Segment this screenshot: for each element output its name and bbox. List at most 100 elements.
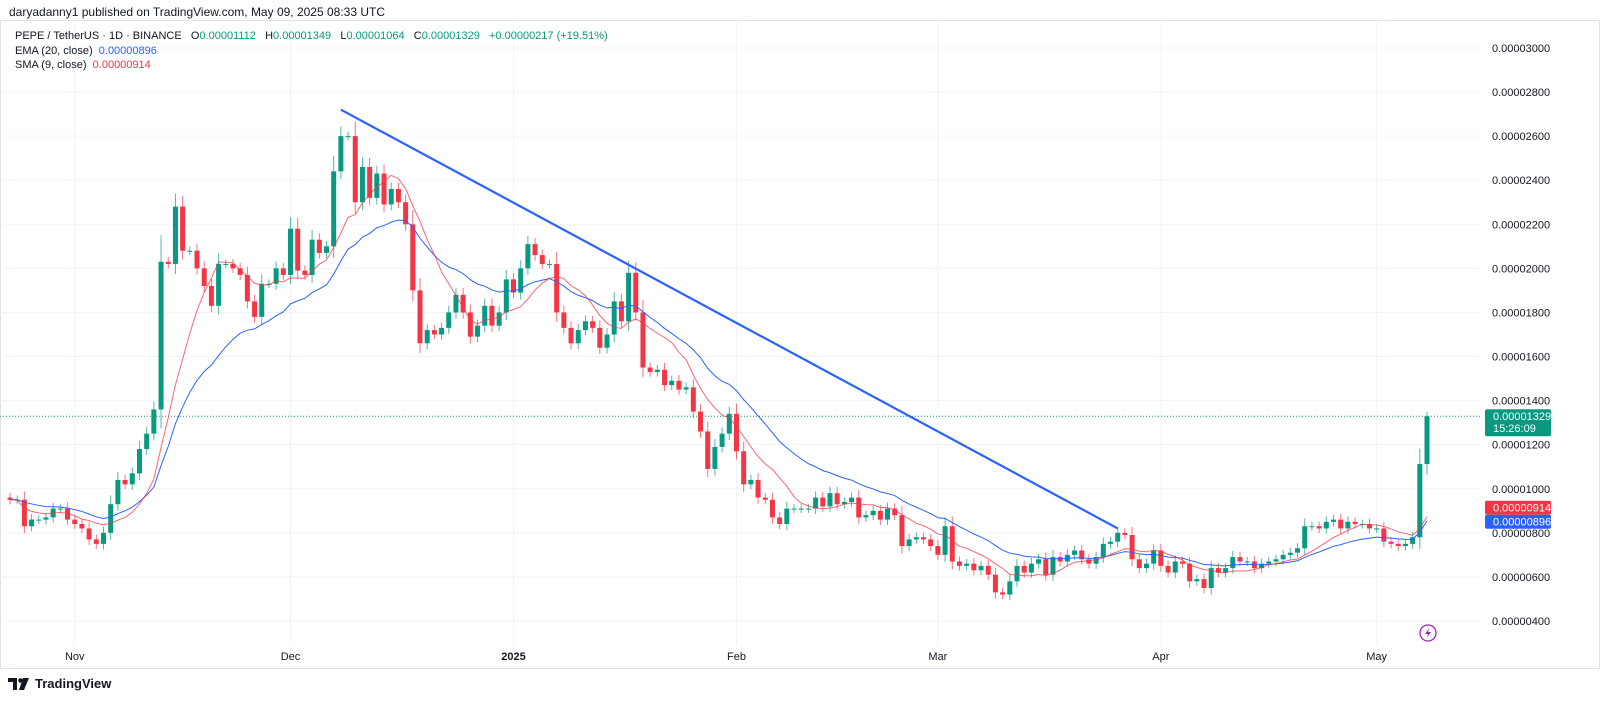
footer-brand[interactable]: TradingView [8,676,111,691]
candle [216,263,222,306]
candle [1316,526,1322,529]
candle [690,387,696,412]
candle [1158,550,1164,566]
candle [719,433,725,447]
ema-legend-row[interactable]: EMA (20, close) 0.00000896 [15,44,608,59]
y-tick-label: 0.00001800 [1492,307,1550,319]
candle [180,206,186,251]
candle [252,301,258,317]
candle [1028,563,1034,573]
candle [288,228,294,275]
candle [1201,579,1207,588]
candle [21,499,27,527]
candle [813,497,819,509]
tradingview-logo-icon [8,677,29,690]
y-tick-label: 0.00000600 [1492,572,1550,584]
x-tick-label: Dec [281,651,301,663]
candle [1072,550,1078,555]
candle [669,380,675,386]
candle [755,479,761,498]
symbol-title[interactable]: PEPE / TetherUS · 1D · BINANCE [15,30,182,42]
candle [726,413,732,434]
candle [1086,559,1092,564]
y-tick-label: 0.00003000 [1492,43,1550,55]
candle [956,561,962,566]
candle [611,301,617,335]
candle [1043,559,1049,575]
candle [748,479,754,485]
candle [1129,535,1135,560]
candle [65,508,71,520]
candle [1402,543,1408,547]
candle [439,327,445,335]
candle [849,497,855,502]
trendline[interactable] [340,108,1119,530]
x-tick-label: Nov [65,651,85,663]
candle [1309,526,1315,528]
candle [1374,528,1380,530]
candle [1208,568,1214,588]
candle [1165,565,1171,573]
time-axis[interactable]: Nov Dec 2025 Feb Mar Apr May [65,651,1388,663]
candle [1215,568,1221,573]
sma-label: SMA (9, close) [15,59,87,71]
candle [798,508,804,510]
candle [626,272,632,322]
candle [158,261,164,410]
candle [1007,581,1013,595]
candle [1151,550,1157,564]
candle [870,510,876,516]
x-tick-label: May [1366,651,1387,663]
candle [1273,559,1279,562]
candle [769,499,775,518]
candle [1136,559,1142,569]
publish-info: daryadanny1 published on TradingView.com… [9,5,386,19]
candle [618,301,624,322]
x-tick-label: Feb [727,651,746,663]
sma-line[interactable] [10,174,1428,577]
price-axis[interactable]: 0.00003000 0.00002800 0.00002600 0.00002400… [1492,43,1550,628]
candle [467,312,473,337]
candle [194,250,200,269]
sma-legend-row[interactable]: SMA (9, close) 0.00000914 [15,58,608,73]
candle [165,261,171,264]
y-tick-label: 0.00000800 [1492,528,1550,540]
candle [856,497,862,518]
candles [7,121,1430,601]
y-tick-label: 0.00001600 [1492,352,1550,364]
candle [863,515,869,518]
candle [410,224,416,291]
candle [482,305,488,326]
candle [575,330,581,344]
candle [338,136,344,172]
candle [367,166,373,198]
ema-line[interactable] [10,219,1428,567]
candle [1302,526,1308,549]
candle [676,380,682,390]
candle [820,497,826,507]
countdown-text: 15:26:09 [1493,423,1536,435]
candle [518,268,524,293]
close-label: C [413,30,422,42]
candle [532,244,538,256]
candle [1172,561,1178,573]
candle [309,239,315,275]
candle [101,532,107,544]
candle [1388,541,1394,544]
candle [827,493,833,507]
candle [705,431,711,469]
candle [942,526,948,555]
lightning-icon[interactable] [1419,624,1437,642]
candle [187,250,193,252]
candle [568,327,574,344]
candle [1036,559,1042,564]
candle [539,255,545,264]
candle [129,473,135,485]
close-value: 0.00001329 [421,30,480,42]
candle [331,171,337,247]
candle [985,565,991,575]
change-value: +0.00000217 (+19.51%) [489,30,608,42]
y-tick-label: 0.00001000 [1492,484,1550,496]
candle [698,411,704,432]
